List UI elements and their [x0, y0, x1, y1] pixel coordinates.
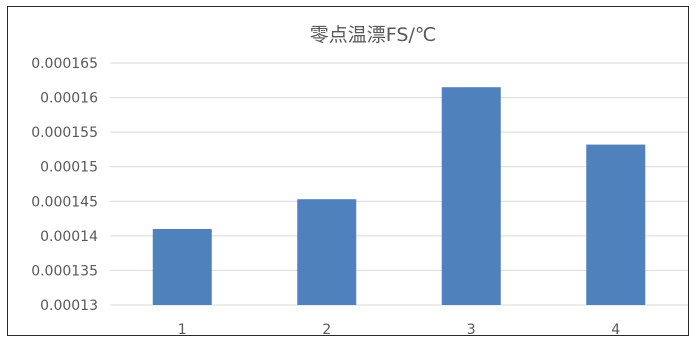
- chart-title: 零点温漂FS/℃: [310, 24, 436, 46]
- y-tick-label: 0.00015: [40, 160, 98, 176]
- y-axis-tick-labels: 0.00013 0.000135 0.00014 0.000145 0.00015 0.0…: [31, 56, 98, 314]
- bar-1: [152, 228, 212, 305]
- bar-4: [586, 144, 646, 305]
- bar-3: [441, 87, 501, 305]
- x-tick-label: 4: [611, 322, 620, 338]
- y-tick-label: 0.000145: [31, 194, 98, 210]
- y-tick-label: 0.00013: [40, 298, 98, 314]
- y-tick-label: 0.000155: [31, 125, 98, 141]
- bar-2: [297, 199, 357, 305]
- y-tick-label: 0.00016: [40, 91, 98, 107]
- y-tick-label: 0.00014: [40, 229, 98, 245]
- x-tick-label: 3: [467, 322, 476, 338]
- x-axis-tick-labels: 1 2 3 4: [178, 322, 621, 338]
- bars: [152, 87, 646, 305]
- y-tick-label: 0.000135: [31, 263, 98, 279]
- x-tick-label: 1: [178, 322, 187, 338]
- y-tick-label: 0.000165: [31, 56, 98, 72]
- x-tick-label: 2: [322, 322, 331, 338]
